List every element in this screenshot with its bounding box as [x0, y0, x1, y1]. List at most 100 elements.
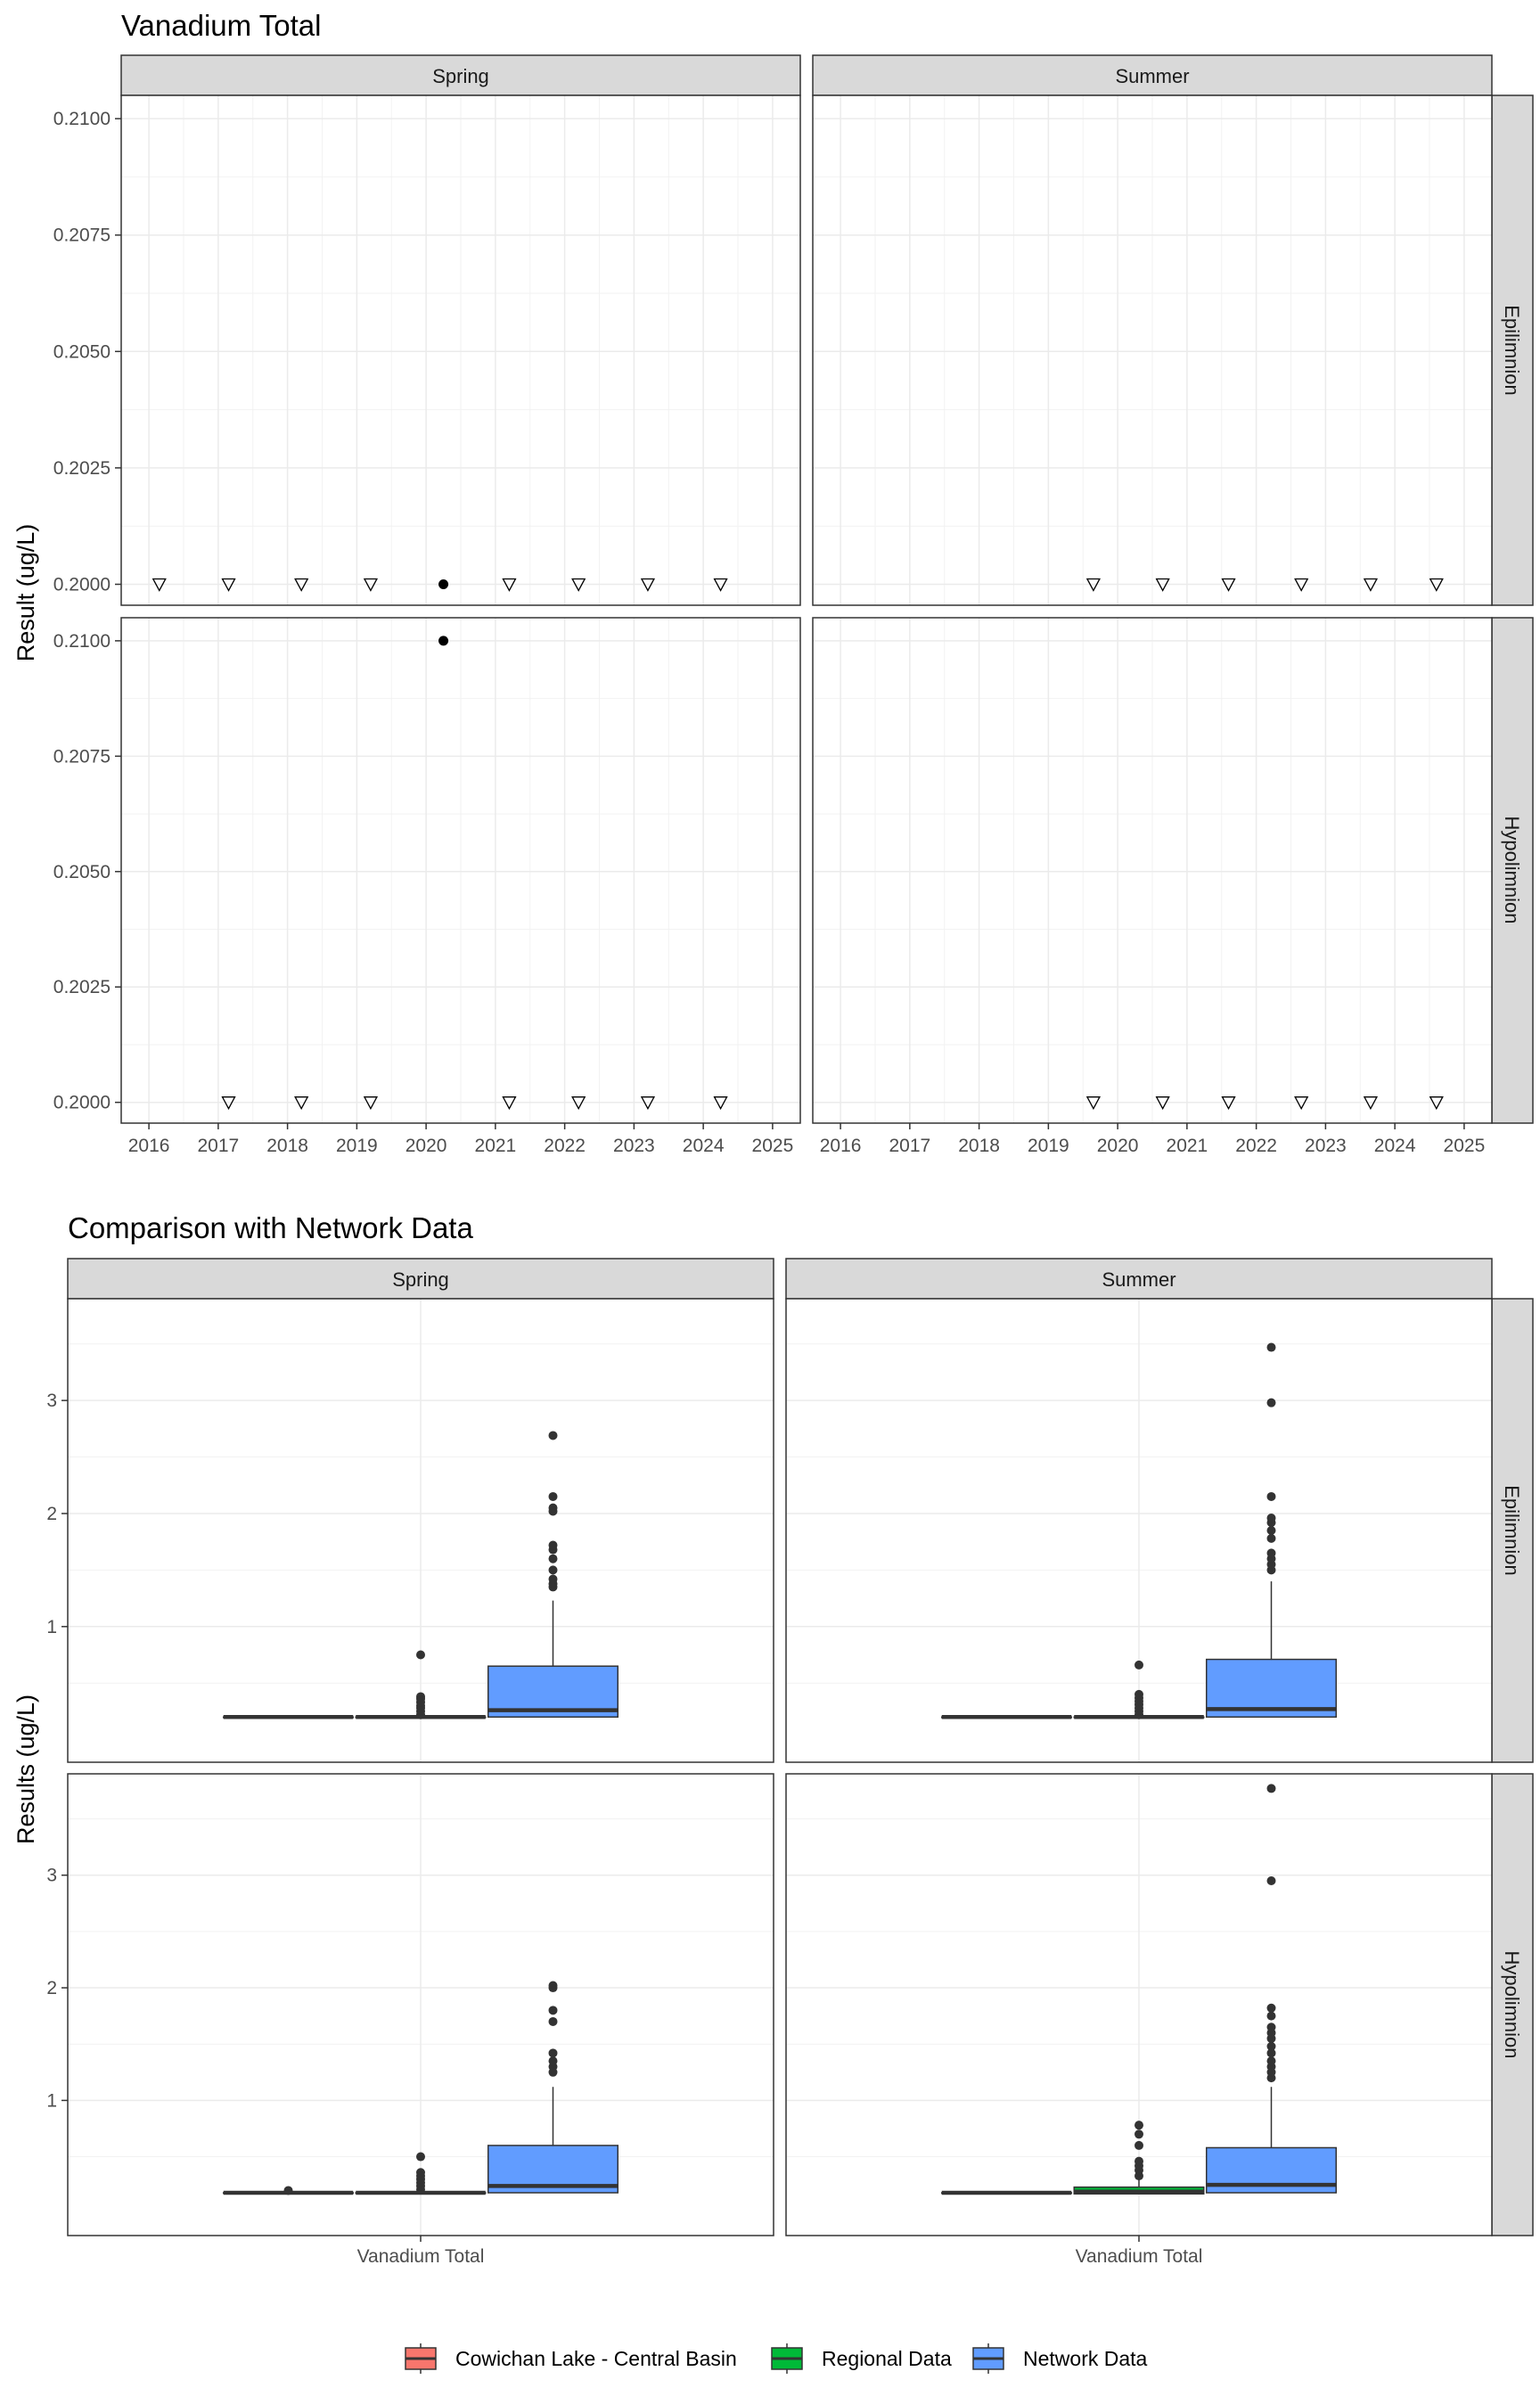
outlier-point	[548, 2016, 558, 2026]
x-tick-label: 2025	[1444, 1136, 1486, 1156]
outlier-point	[416, 1692, 425, 1702]
x-tick-label: 2019	[1028, 1136, 1069, 1156]
outlier-point	[1266, 1491, 1276, 1501]
y-tick-label: 0.2050	[53, 341, 111, 362]
panel-border	[120, 94, 801, 606]
outlier-point	[548, 2056, 558, 2066]
detected-marker	[438, 578, 449, 589]
chart-1-title: Vanadium Total	[121, 9, 321, 42]
x-tick-label: 2016	[820, 1136, 862, 1156]
below-detection-marker	[363, 1096, 379, 1111]
outlier-point	[1135, 2156, 1143, 2166]
x-tick-label: 2016	[128, 1136, 170, 1156]
y-tick-label: 0.2050	[53, 862, 111, 882]
chart-1-y-axis-hypolimnion: 0.2000 0.2025 0.2050 0.2075 0.2100	[53, 631, 121, 1113]
x-tick-label: 2017	[197, 1136, 239, 1156]
outlier-point	[548, 1503, 558, 1513]
x-tick-label: 2025	[752, 1136, 794, 1156]
below-detection-marker	[1221, 578, 1236, 592]
chart-2-strip-hypolimnion-label: Hypolimnion	[1501, 1950, 1523, 2058]
chart-1-panel-spring-epilimnion	[120, 94, 801, 606]
box-regional-data	[1073, 2121, 1205, 2195]
box-cowichan-lake-central-basin	[940, 2190, 1073, 2195]
y-tick-label: 1	[46, 1617, 57, 1637]
outlier-point	[548, 1554, 558, 1563]
panel-border	[785, 1298, 1493, 1763]
chart-2-legend: Cowichan Lake - Central Basin Regional Da…	[405, 2343, 1148, 2374]
outlier-point	[548, 1574, 558, 1584]
below-detection-marker	[294, 1096, 309, 1111]
y-tick-label: 0.2025	[53, 458, 111, 479]
below-detection-marker	[1085, 1096, 1101, 1111]
y-tick-label: 0.2100	[53, 631, 111, 652]
outlier-point	[548, 2048, 558, 2058]
y-tick-label: 3	[46, 1866, 57, 1886]
chart-1-panel-spring-hypolimnion	[120, 617, 801, 1124]
x-tick-label: 2022	[1235, 1136, 1277, 1156]
box-network-data	[487, 1431, 619, 1719]
chart-1-panel-summer-epilimnion	[812, 94, 1493, 606]
below-detection-marker	[1155, 578, 1170, 592]
below-detection-marker	[713, 578, 728, 592]
chart-2-x-tick-label-summer: Vanadium Total	[1076, 2246, 1203, 2267]
below-detection-marker	[1155, 1096, 1170, 1111]
chart-1-x-axis-summer: 2016 2017 2018 2019 2020 2021 2022 2023 2024 2025	[820, 1123, 1486, 1156]
chart-1-strip-summer-label: Summer	[1115, 65, 1189, 87]
box-regional-data	[355, 2152, 487, 2195]
outlier-point	[1266, 1514, 1276, 1523]
chart-2-row-strip-epilimnion: Epilimnion	[1491, 1298, 1534, 1763]
y-tick-label: 1	[46, 2090, 57, 2111]
outlier-point	[548, 1981, 558, 1990]
outlier-point	[1266, 2056, 1276, 2066]
chart-1-strip-hypolimnion-label: Hypolimnion	[1501, 816, 1523, 923]
outlier-point	[1266, 2011, 1276, 2021]
chart-1-strip-epilimnion-label: Epilimnion	[1501, 305, 1523, 396]
y-tick-label: 3	[46, 1391, 57, 1411]
x-tick-label: 2020	[1097, 1136, 1139, 1156]
outlier-point	[1266, 1342, 1276, 1352]
chart-vanadium-total: Vanadium Total Result (ug/L) Spring Summ…	[12, 9, 1534, 1156]
legend-label: Regional Data	[822, 2347, 952, 2370]
x-tick-label: 2020	[405, 1136, 447, 1156]
outlier-point	[1266, 1533, 1276, 1543]
panel-border	[67, 1298, 774, 1763]
outlier-point	[1266, 2023, 1276, 2032]
outlier-point	[416, 1650, 425, 1660]
x-tick-label: 2017	[889, 1136, 930, 1156]
y-tick-label: 0.2000	[53, 574, 111, 595]
below-detection-marker	[1294, 578, 1309, 592]
below-detection-marker	[152, 578, 167, 592]
outlier-point	[1135, 2129, 1143, 2139]
panel-border	[812, 94, 1493, 606]
outlier-point	[1266, 1548, 1276, 1558]
outlier-point	[548, 1431, 558, 1440]
chart-2-row-strip-hypolimnion: Hypolimnion	[1491, 1773, 1534, 2236]
box-regional-data	[355, 1650, 487, 1719]
y-tick-label: 0.2075	[53, 226, 111, 246]
below-detection-marker	[571, 578, 586, 592]
outlier-point	[1266, 2003, 1276, 2013]
chart-2-strip-summer-label: Summer	[1102, 1268, 1175, 1291]
chart-2-panel-spring-hypolimnion	[67, 1773, 774, 2236]
box-regional-data	[1073, 1660, 1205, 1719]
chart-1-row-strip-epilimnion: Epilimnion	[1491, 94, 1534, 606]
below-detection-marker	[294, 578, 309, 592]
legend-item-regional-data: Regional Data	[771, 2343, 952, 2374]
below-detection-marker	[363, 578, 379, 592]
chart-1-y-axis-title: Result (ug/L)	[12, 524, 39, 662]
below-detection-marker	[1363, 1096, 1379, 1111]
below-detection-marker	[502, 1096, 517, 1111]
y-tick-label: 0.2075	[53, 746, 111, 767]
below-detection-marker	[1429, 578, 1444, 592]
box-cowichan-lake-central-basin	[940, 1715, 1073, 1719]
chart-2-y-axis-title: Results (ug/L)	[12, 1694, 39, 1844]
chart-1-panel-summer-hypolimnion	[812, 617, 1493, 1124]
detected-marker	[438, 636, 449, 646]
below-detection-marker	[1085, 578, 1101, 592]
x-tick-label: 2018	[266, 1136, 308, 1156]
x-tick-label: 2021	[1167, 1136, 1208, 1156]
y-tick-label: 2	[46, 1978, 57, 1998]
below-detection-marker	[221, 578, 236, 592]
y-tick-label: 0.2025	[53, 977, 111, 997]
below-detection-marker	[221, 1096, 236, 1111]
